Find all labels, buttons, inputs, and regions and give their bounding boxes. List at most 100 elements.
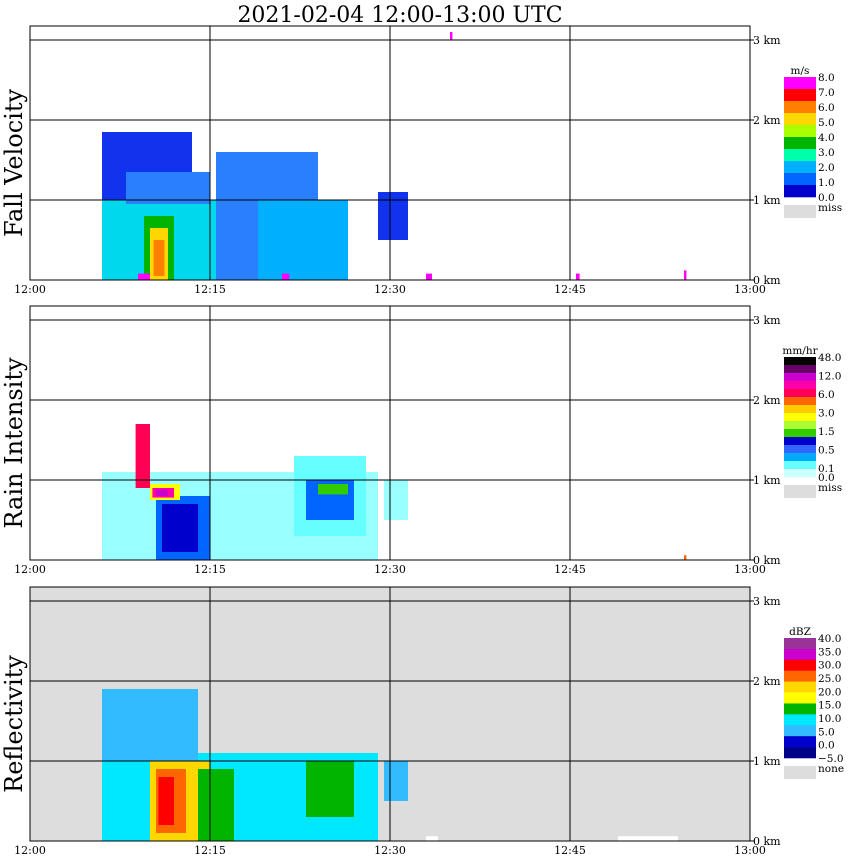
legend-label: 20.0 bbox=[818, 686, 841, 698]
legend-swatch bbox=[784, 437, 816, 446]
legend-swatch bbox=[784, 638, 816, 650]
panel-3: 0 km 1 km 2 km 3 km 12:00 12:15 12:30 12:45 13:0… bbox=[0, 586, 844, 857]
data-cell bbox=[126, 172, 210, 204]
legend-swatch bbox=[784, 397, 816, 406]
x-tick-label: 12:15 bbox=[194, 844, 226, 857]
legend-swatch bbox=[784, 149, 816, 162]
x-tick-label: 12:15 bbox=[194, 283, 226, 296]
x-tick-label: 12:00 bbox=[14, 283, 46, 296]
legend-label: 0.1 bbox=[818, 463, 835, 475]
y-tick-label: 3 km bbox=[753, 34, 781, 47]
legend-miss-label: none bbox=[818, 763, 844, 775]
chart-panels: 0 km 1 km 2 km 3 km 12:00 12:15 12:30 12:45 13:0… bbox=[0, 25, 844, 857]
legend-label: 7.0 bbox=[818, 87, 835, 99]
data-cell bbox=[102, 689, 198, 761]
legend-swatch bbox=[784, 77, 816, 90]
legend-label: 1.5 bbox=[818, 426, 835, 438]
legend-swatch bbox=[784, 389, 816, 398]
panel-ylabel: Reflectivity bbox=[0, 655, 28, 793]
legend-label: 12.0 bbox=[818, 370, 841, 382]
y-tick-label: 0 km bbox=[753, 274, 781, 287]
panel-ylabel: Rain Intensity bbox=[0, 357, 28, 529]
y-tick-label: 1 km bbox=[753, 194, 781, 207]
legend-label: 6.0 bbox=[818, 389, 835, 401]
legend-swatch bbox=[784, 373, 816, 382]
x-tick-label: 13:00 bbox=[734, 844, 766, 857]
x-tick-label: 12:30 bbox=[374, 844, 406, 857]
legend-label: 25.0 bbox=[818, 673, 841, 685]
y-tick-label: 3 km bbox=[753, 595, 781, 608]
data-cell bbox=[258, 200, 348, 280]
y-tick-label: 3 km bbox=[753, 314, 781, 327]
data-cell bbox=[618, 836, 678, 841]
legend-swatch bbox=[784, 703, 816, 715]
y-tick-label: 2 km bbox=[753, 675, 781, 688]
panel-ylabel: Fall Velocity bbox=[0, 89, 28, 238]
legend-label: 3.0 bbox=[818, 147, 835, 159]
y-tick-label: 2 km bbox=[753, 114, 781, 127]
legend-swatch bbox=[784, 365, 816, 374]
data-cell bbox=[282, 273, 290, 280]
plot-frame bbox=[29, 305, 751, 561]
legend-label: 10.0 bbox=[818, 713, 841, 725]
legend-swatch bbox=[784, 714, 816, 726]
legend-label: 35.0 bbox=[818, 646, 841, 658]
legend-label: 48.0 bbox=[818, 352, 841, 364]
legend-label: 40.0 bbox=[818, 633, 841, 645]
legend-label: 8.0 bbox=[818, 72, 835, 84]
data-cell bbox=[153, 240, 165, 276]
data-cell bbox=[450, 32, 453, 40]
y-tick-label: 1 km bbox=[753, 755, 781, 768]
legend-miss-label: miss bbox=[818, 202, 842, 214]
legend-unit: mm/hr bbox=[782, 345, 818, 357]
legend-label: 6.0 bbox=[818, 102, 835, 114]
legend-swatch bbox=[784, 125, 816, 138]
legend-label: 0.0 bbox=[818, 740, 835, 752]
legend-swatch bbox=[784, 185, 816, 198]
legend-label: 3.0 bbox=[818, 407, 835, 419]
data-cell bbox=[426, 273, 432, 280]
data-cell bbox=[135, 424, 150, 488]
data-cell bbox=[138, 273, 150, 280]
y-tick-label: 0 km bbox=[753, 835, 781, 848]
legend-swatch bbox=[784, 137, 816, 150]
legend-swatch bbox=[784, 681, 816, 693]
legend-swatch bbox=[784, 736, 816, 748]
legend-swatch bbox=[784, 692, 816, 704]
data-cell bbox=[384, 480, 408, 520]
y-tick-label: 1 km bbox=[753, 474, 781, 487]
legend-swatch bbox=[784, 461, 816, 470]
legend-label: 15.0 bbox=[818, 700, 841, 712]
legend-swatch bbox=[784, 89, 816, 102]
x-tick-label: 12:45 bbox=[554, 563, 586, 576]
data-cell bbox=[378, 192, 408, 240]
legend-swatch bbox=[784, 381, 816, 390]
legend-swatch bbox=[784, 101, 816, 114]
legend-swatch bbox=[784, 161, 816, 174]
data-cell bbox=[384, 761, 408, 801]
legend-label: −5.0 bbox=[818, 753, 844, 765]
data-cell bbox=[306, 761, 354, 817]
x-tick-label: 12:45 bbox=[554, 844, 586, 857]
legend-label: 0.5 bbox=[818, 444, 835, 456]
panel-1: 0 km 1 km 2 km 3 km 12:00 12:15 12:30 12:45 13:0… bbox=[0, 25, 842, 296]
data-cell bbox=[684, 555, 687, 560]
legend-miss-swatch bbox=[784, 766, 816, 779]
x-tick-label: 13:00 bbox=[734, 563, 766, 576]
legend-swatch bbox=[784, 453, 816, 462]
plot-frame bbox=[29, 586, 751, 842]
legend-label: 1.0 bbox=[818, 177, 835, 189]
legend-swatch bbox=[784, 445, 816, 454]
legend-swatch bbox=[784, 670, 816, 682]
plot-frame bbox=[29, 25, 751, 281]
legend-label: 30.0 bbox=[818, 660, 841, 672]
data-cell bbox=[684, 270, 687, 280]
legend-swatch bbox=[784, 357, 816, 366]
legend-unit: m/s bbox=[791, 65, 810, 77]
legend-label: 0.0 bbox=[818, 192, 835, 204]
legend-swatch bbox=[784, 413, 816, 422]
y-tick-label: 2 km bbox=[753, 394, 781, 407]
legend-label: 4.0 bbox=[818, 132, 835, 144]
x-tick-label: 12:30 bbox=[374, 563, 406, 576]
